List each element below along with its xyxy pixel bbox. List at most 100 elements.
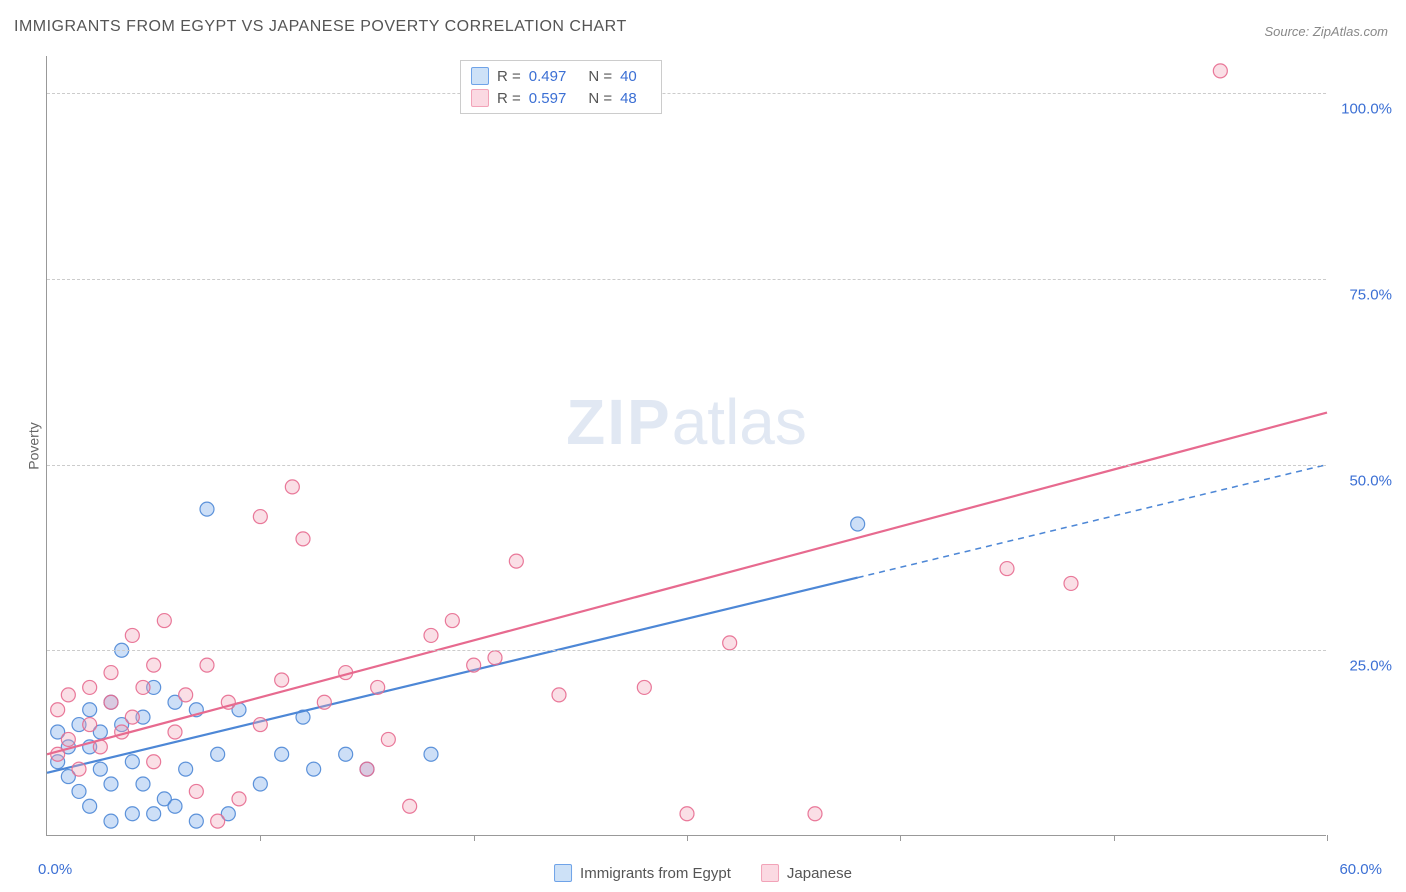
gridline	[47, 465, 1326, 466]
stat-r-label: R =	[497, 90, 521, 107]
x-tick	[474, 835, 475, 841]
data-point	[371, 680, 385, 694]
legend-swatch	[471, 67, 489, 85]
legend-series-label: Immigrants from Egypt	[580, 865, 731, 882]
x-tick	[260, 835, 261, 841]
data-point	[72, 762, 86, 776]
y-tick-label: 50.0%	[1349, 472, 1392, 489]
data-point	[168, 799, 182, 813]
gridline	[47, 279, 1326, 280]
data-point	[83, 799, 97, 813]
y-tick-label: 100.0%	[1341, 101, 1392, 118]
legend-stats: R = 0.497 N = 40 R = 0.597 N = 48	[460, 60, 662, 114]
data-point	[680, 807, 694, 821]
data-point	[168, 725, 182, 739]
chart-container: IMMIGRANTS FROM EGYPT VS JAPANESE POVERT…	[0, 0, 1406, 892]
data-point	[467, 658, 481, 672]
stat-n-value: 48	[620, 90, 637, 107]
data-point	[339, 747, 353, 761]
legend-series-label: Japanese	[787, 865, 852, 882]
data-point	[1000, 562, 1014, 576]
legend-stats-row: R = 0.497 N = 40	[471, 65, 651, 87]
data-point	[275, 673, 289, 687]
data-point	[851, 517, 865, 531]
x-axis-max-label: 60.0%	[1339, 861, 1382, 878]
legend-series-item: Japanese	[761, 864, 852, 882]
source-attribution: Source: ZipAtlas.com	[1264, 24, 1388, 39]
stat-n-value: 40	[620, 68, 637, 85]
chart-title: IMMIGRANTS FROM EGYPT VS JAPANESE POVERT…	[14, 18, 627, 36]
data-point	[189, 814, 203, 828]
data-point	[552, 688, 566, 702]
data-point	[104, 777, 118, 791]
data-point	[317, 695, 331, 709]
y-axis-label: Poverty	[26, 422, 42, 469]
data-point	[253, 777, 267, 791]
data-point	[61, 688, 75, 702]
legend-series-item: Immigrants from Egypt	[554, 864, 731, 882]
data-point	[83, 680, 97, 694]
data-point	[51, 703, 65, 717]
data-point	[275, 747, 289, 761]
data-point	[189, 784, 203, 798]
data-point	[179, 762, 193, 776]
data-point	[136, 777, 150, 791]
gridline	[47, 650, 1326, 651]
data-point	[509, 554, 523, 568]
data-point	[424, 628, 438, 642]
data-point	[200, 502, 214, 516]
data-point	[637, 680, 651, 694]
stat-r-value: 0.497	[529, 68, 567, 85]
data-point	[83, 703, 97, 717]
data-point	[211, 814, 225, 828]
data-point	[1213, 64, 1227, 78]
data-point	[93, 762, 107, 776]
data-point	[211, 747, 225, 761]
legend-swatch	[471, 89, 489, 107]
data-point	[285, 480, 299, 494]
y-tick-label: 25.0%	[1349, 658, 1392, 675]
data-point	[296, 532, 310, 546]
data-point	[445, 614, 459, 628]
stat-n-label: N =	[588, 90, 612, 107]
x-tick	[1327, 835, 1328, 841]
data-point	[403, 799, 417, 813]
data-point	[253, 718, 267, 732]
data-point	[723, 636, 737, 650]
data-point	[808, 807, 822, 821]
data-point	[104, 814, 118, 828]
x-axis-min-label: 0.0%	[38, 861, 72, 878]
data-point	[424, 747, 438, 761]
data-point	[488, 651, 502, 665]
data-point	[307, 762, 321, 776]
data-point	[200, 658, 214, 672]
data-point	[104, 695, 118, 709]
legend-swatch	[554, 864, 572, 882]
x-tick	[687, 835, 688, 841]
data-point	[179, 688, 193, 702]
stat-r-label: R =	[497, 68, 521, 85]
data-point	[360, 762, 374, 776]
data-point	[157, 614, 171, 628]
data-point	[136, 680, 150, 694]
data-point	[125, 710, 139, 724]
trend-line	[47, 578, 858, 773]
data-point	[125, 628, 139, 642]
stat-r-value: 0.597	[529, 90, 567, 107]
data-point	[1064, 576, 1078, 590]
trend-line-extrapolated	[858, 465, 1327, 578]
data-point	[125, 807, 139, 821]
data-point	[125, 755, 139, 769]
data-point	[104, 666, 118, 680]
y-tick-label: 75.0%	[1349, 286, 1392, 303]
data-point	[147, 658, 161, 672]
plot-svg	[47, 56, 1326, 835]
data-point	[381, 732, 395, 746]
gridline	[47, 93, 1326, 94]
x-tick	[1114, 835, 1115, 841]
data-point	[147, 755, 161, 769]
stat-n-label: N =	[588, 68, 612, 85]
data-point	[147, 807, 161, 821]
legend-swatch	[761, 864, 779, 882]
legend-series: Immigrants from Egypt Japanese	[554, 864, 852, 882]
